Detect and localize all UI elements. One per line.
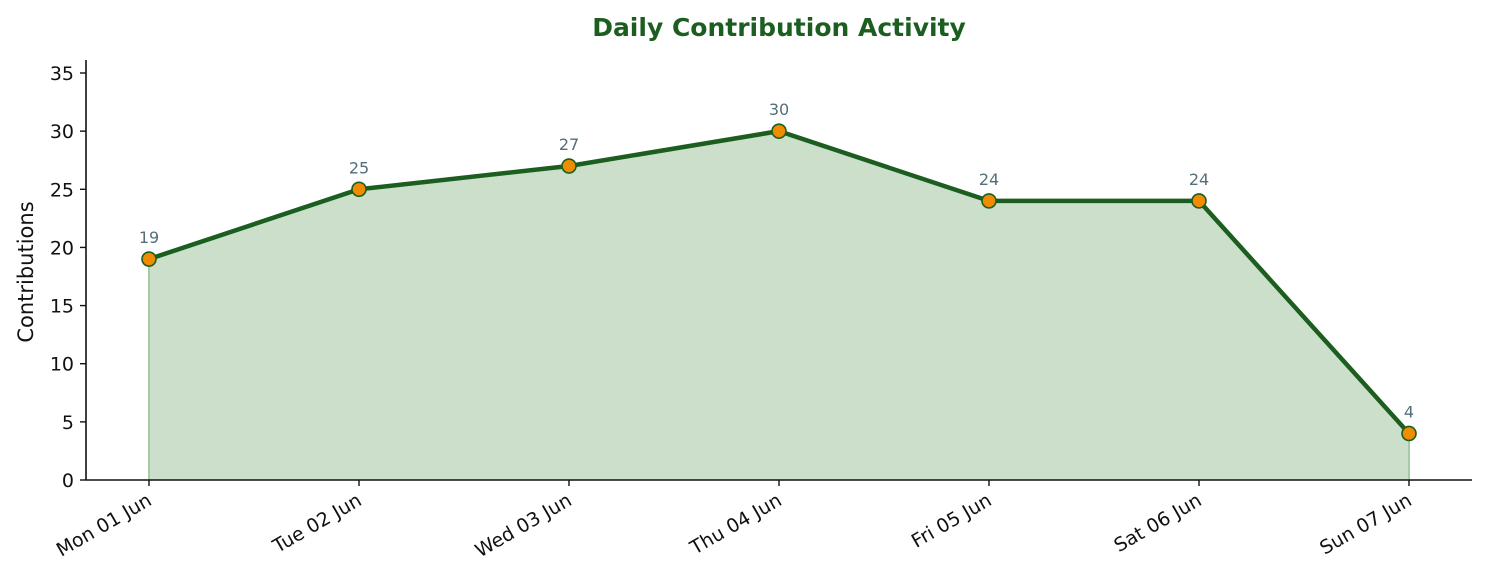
x-tick-label: Sun 07 Jun <box>1316 489 1415 559</box>
data-label: 25 <box>349 158 369 177</box>
y-axis-title: Contributions <box>14 201 38 342</box>
area-fill <box>149 131 1409 480</box>
data-point <box>1401 425 1417 442</box>
y-tick-label: 30 <box>50 121 74 143</box>
data-label: 4 <box>1404 402 1414 421</box>
y-tick-label: 15 <box>50 296 74 318</box>
data-point <box>561 158 577 174</box>
y-tick-label: 35 <box>50 63 74 85</box>
x-tick-label: Fri 05 Jun <box>908 489 996 552</box>
data-point <box>351 181 367 198</box>
y-tick-label: 10 <box>50 354 74 376</box>
data-label: 27 <box>559 135 579 154</box>
data-point <box>141 251 157 267</box>
data-label: 30 <box>769 100 789 119</box>
y-tick-label: 20 <box>50 237 74 259</box>
data-label: 24 <box>979 170 999 189</box>
x-tick-label: Mon 01 Jun <box>53 489 156 561</box>
y-tick-label: 25 <box>50 179 74 201</box>
y-tick-label: 5 <box>62 412 74 434</box>
plot-area: 19 25 27 30 24 24 4 <box>139 100 1417 480</box>
chart-title: Daily Contribution Activity <box>592 13 966 42</box>
data-label: 24 <box>1189 170 1209 189</box>
x-tick-label: Tue 02 Jun <box>268 489 365 558</box>
data-point <box>1191 193 1207 209</box>
x-tick-label: Sat 06 Jun <box>1110 489 1205 557</box>
y-tick-label: 0 <box>62 470 74 492</box>
data-point <box>981 193 997 209</box>
x-tick-label: Thu 04 Jun <box>686 489 786 559</box>
data-label: 19 <box>139 228 159 247</box>
x-tick-label: Wed 03 Jun <box>472 489 576 562</box>
data-point <box>771 123 787 139</box>
